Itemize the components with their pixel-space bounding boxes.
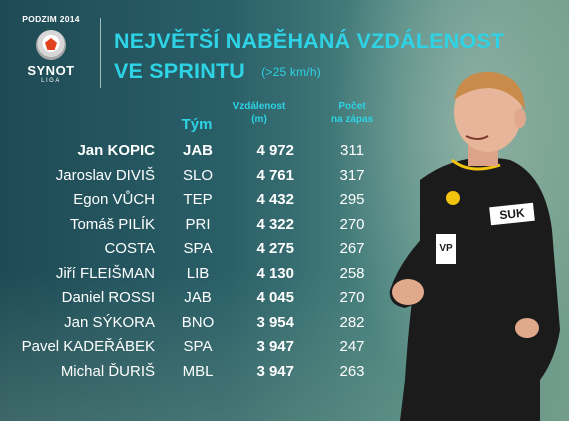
column-header-distance-line1: Vzdálenost bbox=[232, 101, 286, 112]
sprint-runs: 267 bbox=[339, 240, 365, 257]
sprint-distance: 4 322 bbox=[256, 215, 294, 233]
player-team: TEP bbox=[183, 191, 213, 208]
column-header-distance-line2: (m) bbox=[251, 114, 267, 125]
column-header-runs-line1: Počet bbox=[338, 101, 366, 112]
player-name: Jaroslav DIVIŠ bbox=[55, 166, 155, 184]
page-title: NEJVĚTŠÍ NABĚHANÁ VZDÁLENOST VE SPRINTU … bbox=[114, 26, 504, 87]
player-name: Egon VŮCH bbox=[73, 191, 155, 208]
sleeve-sponsor-label: VP bbox=[436, 234, 456, 264]
brand-name: SYNOT bbox=[27, 63, 75, 78]
table-row: Jan SÝKORA BNO 3 954 282 bbox=[0, 314, 400, 338]
sprint-distance: 3 947 bbox=[256, 338, 294, 355]
player-team: LIB bbox=[186, 264, 210, 282]
player-name: Jan SÝKORA bbox=[64, 313, 155, 331]
title-speed-note: (>25 km/h) bbox=[261, 65, 321, 80]
sprint-runs: 311 bbox=[340, 142, 364, 159]
sprint-runs: 282 bbox=[339, 313, 365, 331]
sprint-distance: 4 432 bbox=[256, 191, 294, 208]
player-team: SPA bbox=[183, 240, 213, 257]
sprint-distance: 4 130 bbox=[256, 264, 294, 282]
player-team: JAB bbox=[182, 142, 213, 159]
title-line-1: NEJVĚTŠÍ NABĚHANÁ VZDÁLENOST bbox=[114, 29, 505, 53]
column-header-runs-line2: na zápas bbox=[330, 114, 374, 125]
brand-subname: LIGA bbox=[41, 78, 61, 84]
player-team: SLO bbox=[182, 166, 213, 184]
title-line-2: VE SPRINTU (>25 km/h) bbox=[114, 56, 504, 87]
player-name: Daniel ROSSI bbox=[61, 289, 155, 306]
season-label: PODZIM 2014 bbox=[22, 14, 80, 24]
player-team: MBL bbox=[182, 362, 214, 380]
title-line-2-text: VE SPRINTU bbox=[114, 59, 246, 83]
sprint-distance: 4 761 bbox=[256, 166, 294, 184]
table-row: Egon VŮCH TEP 4 432 295 bbox=[0, 191, 400, 215]
player-name: COSTA bbox=[104, 240, 155, 257]
player-name: Jan KOPIC bbox=[77, 142, 155, 159]
column-header-team: Tým bbox=[181, 116, 213, 133]
header-divider bbox=[100, 18, 101, 88]
player-name: Jiří FLEIŠMAN bbox=[55, 264, 155, 282]
sprint-runs: 247 bbox=[339, 338, 365, 355]
table-row: Tomáš PILÍK PRI 4 322 270 bbox=[0, 216, 400, 240]
sprint-distance: 4 275 bbox=[256, 240, 294, 257]
sprint-runs: 295 bbox=[339, 191, 365, 208]
sprint-distance: 3 947 bbox=[256, 362, 294, 380]
player-name: Tomáš PILÍK bbox=[69, 215, 155, 233]
league-logo-icon bbox=[36, 30, 66, 60]
table-row: COSTA SPA 4 275 267 bbox=[0, 240, 400, 264]
column-header-distance: Vzdálenost (m) bbox=[228, 100, 290, 126]
table-row: Michal ĎURIŠ MBL 3 947 263 bbox=[0, 363, 400, 387]
table-row: Jaroslav DIVIŠ SLO 4 761 317 bbox=[0, 167, 400, 191]
player-team: PRI bbox=[185, 215, 211, 233]
sprint-runs: 270 bbox=[339, 215, 365, 233]
table-row: Daniel ROSSI JAB 4 045 270 bbox=[0, 289, 400, 313]
player-team: SPA bbox=[183, 338, 213, 355]
sprint-runs: 317 bbox=[339, 166, 365, 184]
table-row: Pavel KADEŘÁBEK SPA 3 947 247 bbox=[0, 338, 400, 362]
player-team: BNO bbox=[181, 313, 215, 331]
sprint-runs: 258 bbox=[339, 264, 365, 282]
player-name: Michal ĎURIŠ bbox=[60, 362, 155, 380]
league-branding: PODZIM 2014 SYNOT LIGA bbox=[16, 14, 86, 84]
sprint-distance: 4 972 bbox=[256, 142, 294, 159]
sprint-distance: 4 045 bbox=[256, 289, 294, 306]
table-row: Jan KOPIC JAB 4 972 311 bbox=[0, 142, 400, 166]
sprint-runs: 263 bbox=[339, 362, 365, 380]
sprint-runs: 270 bbox=[339, 289, 365, 306]
player-name: Pavel KADEŘÁBEK bbox=[21, 338, 155, 355]
player-team: JAB bbox=[184, 289, 212, 306]
sprint-distance: 3 954 bbox=[256, 313, 294, 331]
table-row: Jiří FLEIŠMAN LIB 4 130 258 bbox=[0, 265, 400, 289]
column-header-runs: Počet na zápas bbox=[320, 100, 384, 126]
